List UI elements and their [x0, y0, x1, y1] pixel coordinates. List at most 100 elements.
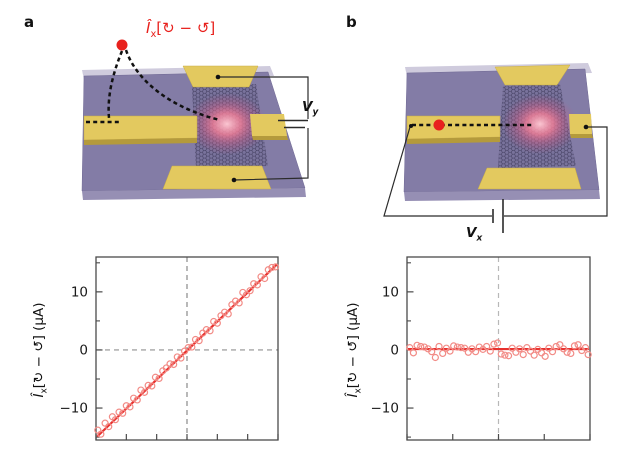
scatter-plot-b: −10 0 10	[371, 256, 592, 441]
data-point	[144, 381, 152, 389]
data-point	[431, 353, 439, 362]
data-point	[508, 344, 516, 352]
substrate-side	[404, 190, 600, 201]
y-axis-subscript: x	[353, 388, 364, 394]
panel-label-a: a	[24, 13, 35, 31]
electrode-right-edge	[252, 136, 288, 140]
data-point	[122, 402, 130, 410]
wire-top	[218, 76, 309, 119]
data-point	[530, 351, 538, 359]
data-point	[206, 327, 214, 335]
y-tick-label: −10	[371, 401, 400, 417]
voltage-label-vx: Vx	[466, 225, 482, 244]
data-point	[519, 350, 527, 359]
electrode-left-edge	[407, 137, 500, 144]
y-axis-label-a: Îx[↻ − ↺] (µA)	[31, 252, 50, 448]
data-point	[257, 273, 265, 281]
y-tick-label: 10	[382, 284, 399, 300]
y-tick-label: 0	[79, 342, 88, 358]
data-point	[504, 352, 513, 360]
data-point	[264, 266, 272, 274]
data-point	[450, 342, 458, 350]
data-point	[101, 419, 109, 427]
laser-spot	[433, 119, 445, 131]
data-point	[537, 349, 546, 357]
laser-spot-glow	[502, 94, 578, 154]
data-point	[417, 342, 425, 351]
data-point	[472, 348, 480, 356]
data-point	[563, 348, 571, 356]
data-point	[548, 348, 557, 356]
electrode-right-edge	[570, 134, 593, 138]
data-point	[239, 288, 247, 297]
data-point	[148, 382, 156, 390]
y-axis-symbol: Î	[345, 393, 361, 398]
wire-right	[504, 126, 608, 217]
y-tick-label: −10	[60, 401, 89, 417]
data-point	[541, 352, 549, 360]
data-point	[584, 350, 592, 359]
data-point	[581, 344, 590, 352]
data-point	[177, 354, 185, 362]
device-schematic-b	[383, 63, 608, 233]
scan-path-right	[124, 49, 221, 122]
contact-dot-top	[215, 74, 221, 80]
current-subscript: x	[150, 29, 157, 40]
data-point	[130, 394, 138, 402]
data-point	[567, 349, 575, 358]
electrode-left	[406, 115, 501, 140]
y-axis-label-b: Îx[↻ − ↺] (µA)	[345, 252, 364, 448]
data-point	[126, 403, 134, 411]
current-symbol: Î	[146, 19, 151, 37]
voltage-subscript: y	[312, 107, 319, 118]
data-point	[140, 388, 149, 396]
data-point	[250, 280, 258, 288]
data-point	[261, 274, 269, 283]
data-point	[552, 342, 560, 351]
substrate-side	[82, 188, 306, 200]
data-point	[413, 341, 421, 349]
electrode-bottom	[477, 167, 582, 190]
y-axis-units: [↻ − ↺] (µA)	[345, 302, 361, 389]
data-point	[137, 386, 145, 394]
data-point	[166, 360, 174, 368]
electrode-top	[494, 64, 571, 86]
data-point	[221, 308, 229, 316]
data-point	[253, 281, 261, 289]
data-point	[242, 291, 251, 299]
data-point	[191, 335, 200, 344]
y-axis-units: [↻ − ↺] (µA)	[31, 302, 47, 389]
data-point	[497, 350, 505, 358]
data-point	[457, 344, 465, 352]
data-point	[475, 343, 483, 351]
data-point	[213, 319, 221, 327]
beam-current-label: Îx[↻ − ↺]	[146, 19, 215, 40]
data-point	[446, 347, 454, 355]
data-point	[435, 342, 443, 351]
data-point	[188, 343, 196, 351]
laser-spot-glow	[187, 93, 267, 155]
wire-bottom	[233, 128, 309, 181]
electrode-bottom	[162, 165, 272, 190]
data-point	[526, 347, 535, 355]
data-point	[151, 373, 160, 381]
laser-spot	[116, 39, 128, 51]
data-point	[155, 374, 163, 383]
y-tick-label: 0	[390, 342, 399, 358]
data-point	[231, 297, 240, 305]
data-point	[461, 344, 469, 352]
data-point	[453, 343, 461, 351]
data-point	[97, 430, 105, 438]
data-point	[420, 343, 428, 351]
data-point	[439, 349, 447, 358]
wire-left	[383, 126, 492, 217]
data-point	[170, 360, 178, 369]
panel-label-b: b	[346, 13, 357, 31]
electrode-left-edge	[84, 138, 197, 145]
data-point	[515, 345, 524, 353]
data-point	[235, 299, 243, 307]
data-point	[570, 342, 579, 350]
voltage-symbol: V	[466, 225, 477, 241]
data-point	[246, 287, 254, 295]
